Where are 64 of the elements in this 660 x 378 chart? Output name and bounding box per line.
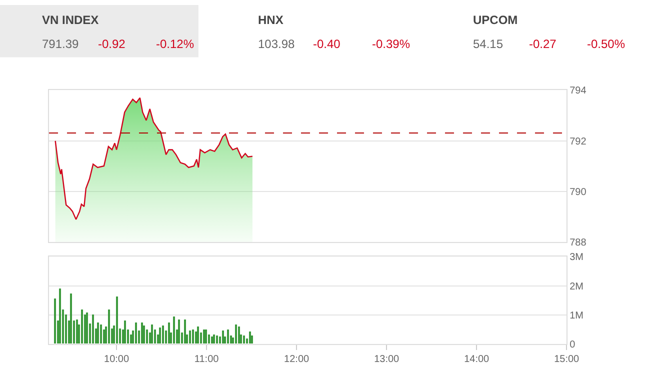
bar — [59, 288, 62, 344]
text: 103.98 — [258, 37, 296, 51]
x-tick-label: 14:00 — [464, 354, 490, 365]
y-tick-label: 0 — [570, 339, 576, 350]
y-tick-label: 792 — [570, 136, 587, 148]
bar — [251, 336, 254, 344]
category-label: VN INDEX — [42, 13, 99, 27]
bar — [97, 322, 100, 344]
x-tick-label: 11:00 — [194, 354, 220, 365]
category-label: HNX — [258, 13, 284, 27]
bar — [141, 322, 144, 344]
text: -0.12% — [156, 37, 194, 51]
bar — [178, 320, 180, 344]
x-tick-label: 10:00 — [104, 354, 130, 365]
bar — [235, 324, 238, 344]
bar — [227, 330, 230, 344]
y-tick-label: 1M — [570, 310, 584, 322]
category-label: UPCOM — [473, 13, 518, 27]
bar — [238, 326, 240, 344]
bar — [213, 334, 216, 344]
text: -0.92 — [98, 37, 126, 51]
bar — [54, 298, 56, 344]
y-tick-label: 2M — [570, 281, 584, 292]
x-tick-label: 12:00 — [284, 354, 310, 365]
y-tick-label: 3M — [570, 252, 584, 264]
bar — [116, 296, 118, 344]
bar — [203, 330, 206, 344]
bar — [143, 326, 146, 344]
bar — [81, 310, 84, 344]
bar — [162, 326, 164, 344]
bar — [184, 320, 186, 344]
x-tick-label: 13:00 — [374, 354, 400, 365]
bar — [173, 316, 176, 344]
bar — [205, 330, 208, 344]
bar — [124, 320, 126, 344]
text: -0.40 — [313, 37, 341, 51]
bar — [211, 336, 214, 344]
y-tick-label: 788 — [570, 238, 587, 249]
text: 791.39 — [42, 37, 80, 51]
bar — [192, 330, 194, 344]
bar — [243, 336, 246, 344]
bar — [216, 336, 218, 344]
bar — [135, 322, 138, 344]
bar — [197, 326, 200, 344]
text: -0.39% — [372, 37, 410, 51]
bar — [76, 320, 78, 344]
text: 54.15 — [473, 37, 504, 51]
bar — [100, 324, 102, 344]
bar — [108, 310, 110, 344]
bar — [70, 294, 72, 344]
bar — [222, 330, 224, 344]
bar — [92, 314, 94, 344]
bar — [86, 312, 88, 344]
bar — [168, 322, 170, 344]
bar — [146, 330, 148, 344]
bar — [249, 332, 252, 344]
bar — [189, 330, 192, 344]
text: -0.27 — [529, 37, 557, 51]
bar — [151, 324, 154, 344]
x-tick-label: 15:00 — [554, 354, 580, 365]
y-tick-label: 794 — [570, 86, 587, 97]
bar — [159, 328, 162, 344]
text: -0.50% — [587, 37, 626, 51]
y-tick-label: 790 — [570, 187, 587, 198]
